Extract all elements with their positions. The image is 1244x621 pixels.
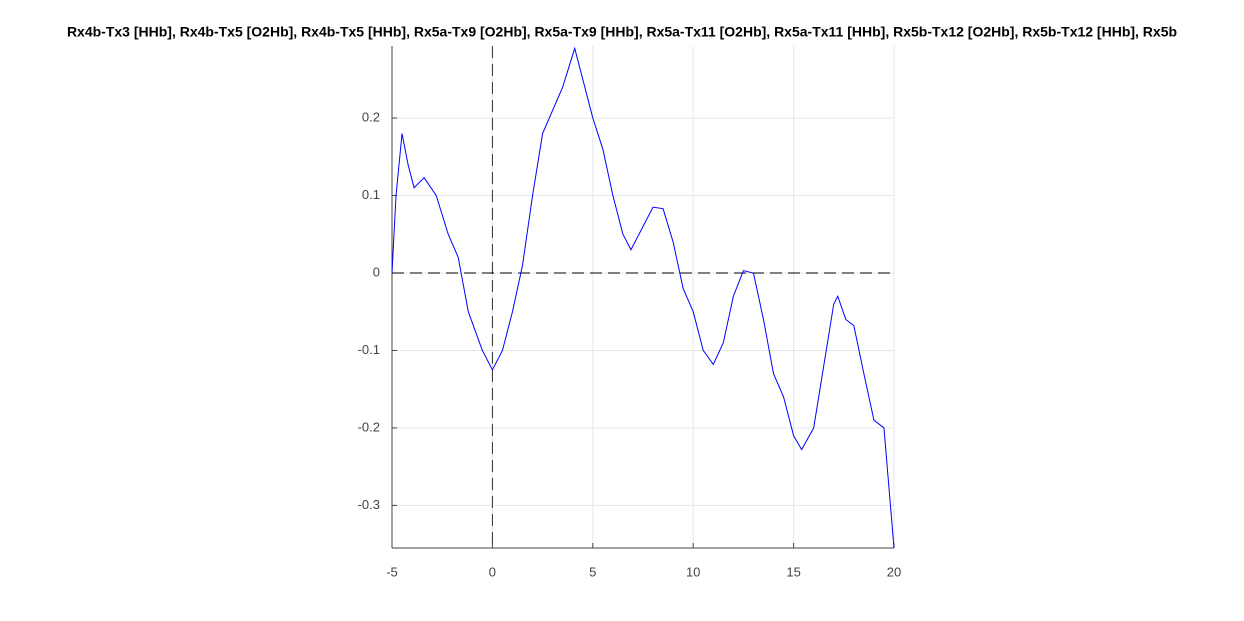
y-tick-label: 0.2 xyxy=(362,109,380,124)
y-tick-label: 0.1 xyxy=(362,187,380,202)
x-tick-label: 20 xyxy=(887,564,901,579)
y-tick-label: -0.1 xyxy=(358,342,380,357)
x-tick-label: 5 xyxy=(589,564,596,579)
chart-title: Rx4b-Tx3 [HHb], Rx4b-Tx5 [O2Hb], Rx4b-Tx… xyxy=(67,24,1177,40)
x-tick-label: 0 xyxy=(489,564,496,579)
y-tick-label: -0.2 xyxy=(358,419,380,434)
y-tick-label: -0.3 xyxy=(358,497,380,512)
x-tick-label: 10 xyxy=(686,564,700,579)
x-tick-label: 15 xyxy=(786,564,800,579)
y-tick-label: 0 xyxy=(373,264,380,279)
data-line xyxy=(391,46,895,549)
x-tick-label: -5 xyxy=(386,564,398,579)
